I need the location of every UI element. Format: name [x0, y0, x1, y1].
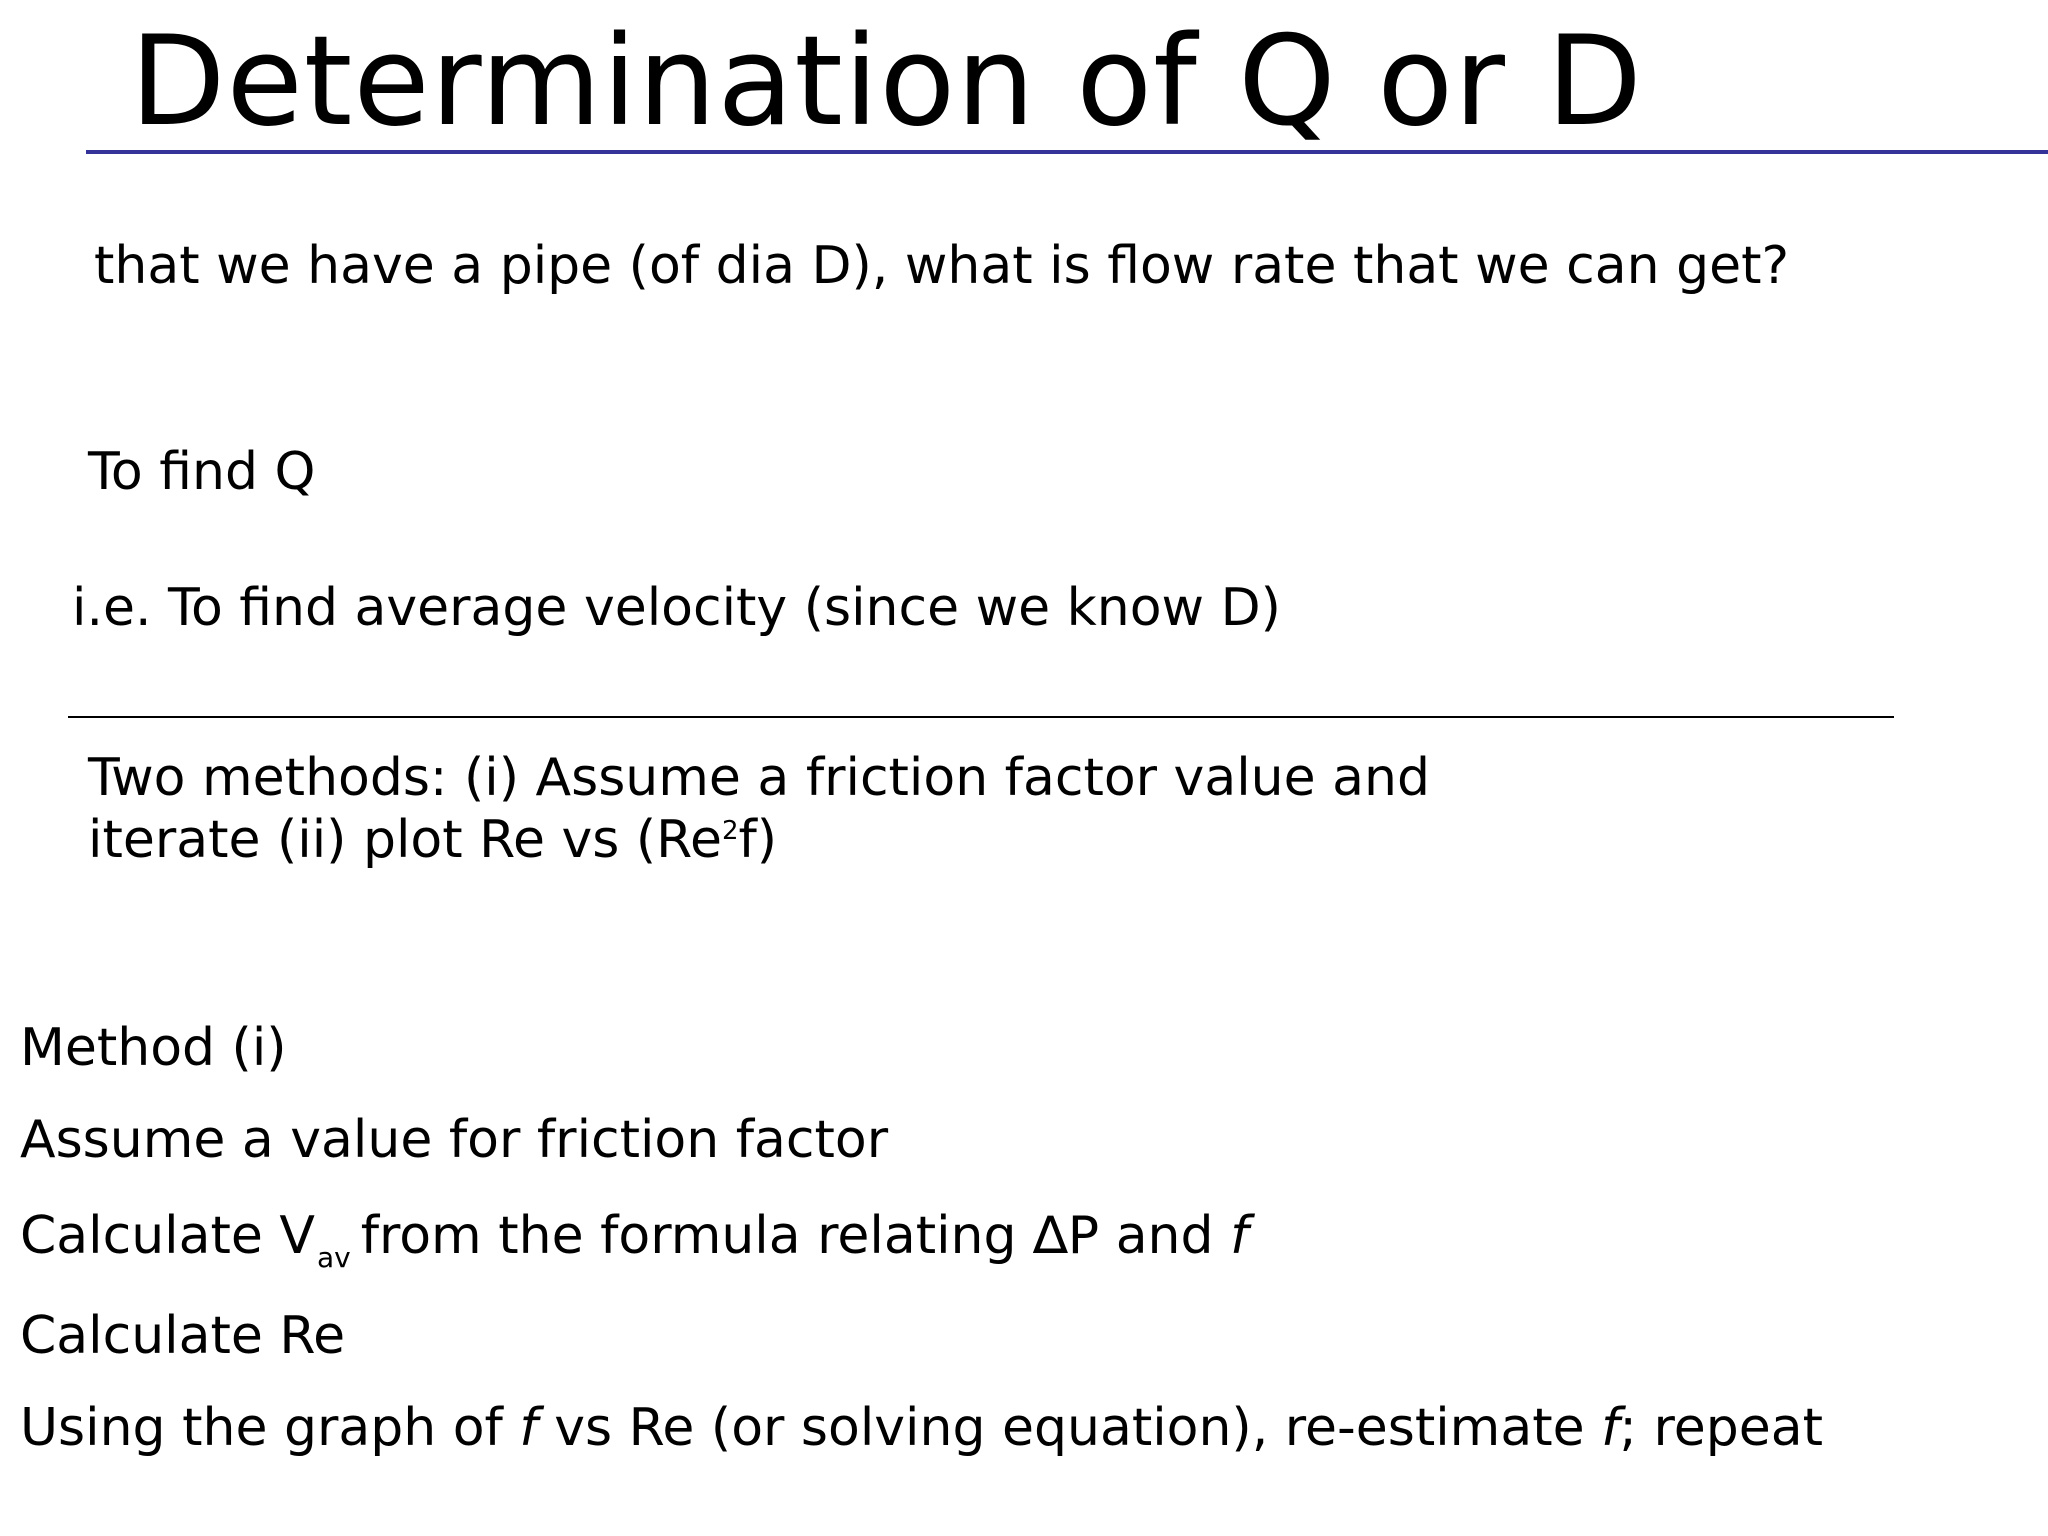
step-calculate-vav-middle: from the formula relating ∆P and [360, 1206, 1231, 1266]
separator-line [68, 716, 1894, 718]
step-reestimate-part-b: vs Re (or solving equation), re-estimate [537, 1398, 1602, 1458]
title-underline [86, 150, 2048, 154]
superscript-2: 2 [721, 816, 739, 846]
step-calculate-re: Calculate Re [20, 1306, 346, 1366]
friction-factor-symbol: f [1230, 1206, 1249, 1266]
step-assume-friction-factor: Assume a value for friction factor [20, 1110, 889, 1170]
slide-title: Determination of Q or D [130, 10, 1643, 154]
method-i-heading: Method (i) [20, 1018, 287, 1078]
two-methods-line-2: iterate (ii) plot Re vs (Re2f) [88, 814, 777, 866]
two-methods-line-1: Two methods: (i) Assume a friction facto… [88, 748, 1430, 808]
two-methods-line-2-end: f) [738, 810, 778, 870]
step-calculate-vav-prefix: Calculate V [20, 1206, 315, 1266]
question-text: that we have a pipe (of dia D), what is … [94, 236, 1790, 296]
vav-subscript: av [316, 1241, 351, 1274]
friction-factor-symbol-1: f [519, 1398, 538, 1458]
step-calculate-vav: Calculate Vav from the formula relating ∆… [20, 1210, 1248, 1272]
step-reestimate-part-c: ; repeat [1619, 1398, 1823, 1458]
two-methods-line-2-start: iterate (ii) plot Re vs (Re [88, 810, 722, 870]
average-velocity-text: i.e. To find average velocity (since we … [72, 578, 1281, 638]
to-find-q-text: To find Q [88, 442, 316, 502]
step-reestimate-f: Using the graph of f vs Re (or solving e… [20, 1402, 1823, 1454]
friction-factor-symbol-2: f [1601, 1398, 1620, 1458]
step-reestimate-part-a: Using the graph of [20, 1398, 520, 1458]
